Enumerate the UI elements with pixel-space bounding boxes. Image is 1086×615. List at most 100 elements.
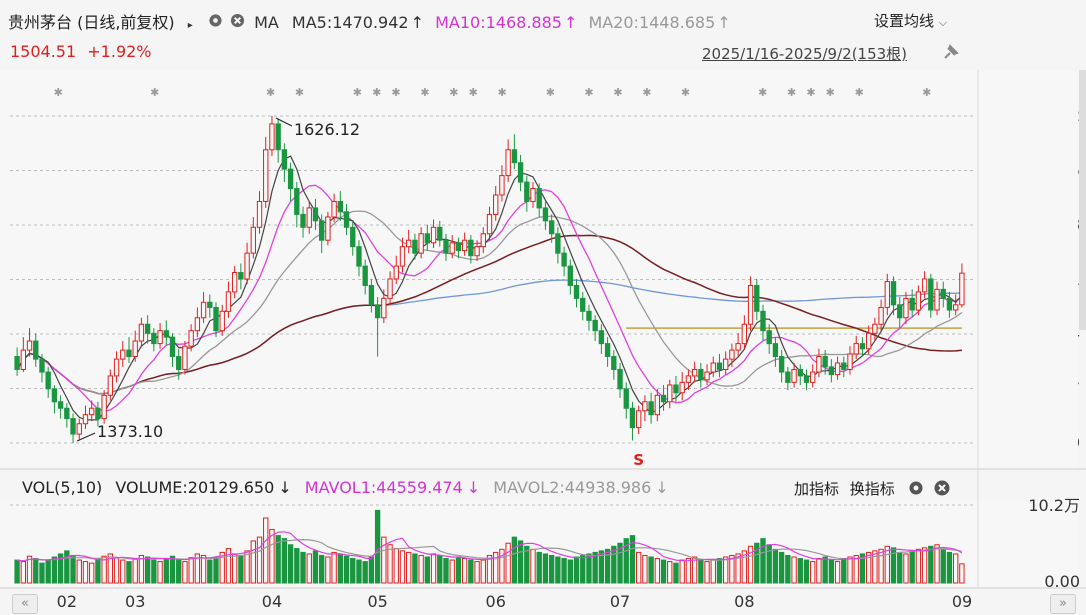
volume-bar xyxy=(200,554,207,584)
x-tick-label: 04 xyxy=(262,592,282,611)
candle-body xyxy=(126,349,132,358)
volume-bar xyxy=(176,559,182,584)
play-icon[interactable]: ▸ xyxy=(187,20,193,31)
volume-bar xyxy=(729,554,735,584)
candle-body xyxy=(897,304,903,319)
x-tick-label: 07 xyxy=(610,592,630,611)
volume-bar xyxy=(654,558,660,584)
volume-bar xyxy=(219,551,225,584)
indicator-name: MA xyxy=(254,13,279,32)
volume-bar xyxy=(157,561,163,584)
volume-bar xyxy=(263,517,269,584)
candle-body xyxy=(312,207,319,222)
candle-body xyxy=(679,381,685,394)
volume-bar xyxy=(26,555,33,584)
volume-bar xyxy=(101,555,107,584)
candle-body xyxy=(101,394,107,420)
scroll-left-icon[interactable]: « xyxy=(12,594,38,614)
candle-body xyxy=(82,414,89,425)
volume-bar xyxy=(461,558,468,584)
volume-bar xyxy=(685,558,692,584)
volume-bar xyxy=(598,550,605,584)
candle-body xyxy=(735,343,741,351)
close-icon[interactable] xyxy=(934,480,950,500)
volume-bar xyxy=(555,556,561,584)
candle-body xyxy=(921,278,928,293)
event-marker-icon: ✱ xyxy=(295,86,304,99)
volume-bar xyxy=(834,561,841,584)
candle-body xyxy=(387,278,393,299)
volume-bar xyxy=(418,554,424,584)
candle-body xyxy=(89,407,95,416)
candle-body xyxy=(337,200,343,213)
candle-body xyxy=(878,306,884,325)
volume-bar xyxy=(138,554,145,584)
volume-bar xyxy=(872,550,878,584)
scroll-right-icon[interactable]: » xyxy=(1050,594,1076,614)
candle-body xyxy=(163,330,169,338)
candle-body xyxy=(443,239,449,254)
volume-bar xyxy=(151,559,157,584)
event-marker-icon: ✱ xyxy=(758,86,767,99)
candle-body xyxy=(505,149,511,177)
gear-icon[interactable] xyxy=(908,480,924,500)
candle-body xyxy=(760,310,766,332)
candle-body xyxy=(567,265,573,286)
event-marker-icon: ✱ xyxy=(469,86,478,99)
volume-bar xyxy=(772,548,779,584)
volume-bar xyxy=(505,542,511,584)
x-tick-label: 09 xyxy=(952,592,972,611)
volume-bar xyxy=(617,542,623,584)
switch-indicator-button[interactable]: 换指标 xyxy=(849,480,895,498)
volume-bar xyxy=(163,558,169,584)
volume-bar xyxy=(213,556,219,584)
candle-body xyxy=(859,343,866,350)
volume-toolbar: 加指标 换指标 xyxy=(794,478,950,500)
volume-bar xyxy=(660,559,667,584)
pin-icon[interactable] xyxy=(941,42,961,64)
volume-bar xyxy=(611,545,617,584)
candle-body xyxy=(561,252,567,267)
volume-bar xyxy=(356,559,362,584)
x-tick-label: 08 xyxy=(734,592,754,611)
candle-body xyxy=(797,368,803,377)
ma-settings-button[interactable]: 设置均线 ⌵ xyxy=(874,10,947,31)
candle-body xyxy=(325,216,331,241)
candle-body xyxy=(598,330,605,345)
vertical-scrollbar[interactable] xyxy=(1079,70,1086,330)
candle-body xyxy=(499,175,505,196)
candle-body xyxy=(517,162,524,183)
volume-bar xyxy=(909,550,915,584)
volume-bar xyxy=(337,553,343,584)
candle-body xyxy=(418,233,424,254)
event-marker-icon: ✱ xyxy=(922,86,931,99)
volume-bar xyxy=(244,550,250,584)
add-indicator-button[interactable]: 加指标 xyxy=(794,480,840,498)
volume-bar xyxy=(847,556,853,584)
volume-bar xyxy=(430,553,437,584)
volume-bar xyxy=(312,550,319,584)
close-icon[interactable] xyxy=(230,13,245,32)
candle-body xyxy=(909,297,915,311)
volume-bar xyxy=(120,559,126,584)
candle-body xyxy=(772,343,779,358)
event-marker-icon: ✱ xyxy=(150,86,159,99)
volume-bar xyxy=(132,558,138,584)
volume-bar xyxy=(797,558,803,584)
volume-bar xyxy=(735,553,741,584)
x-tick-label: 02 xyxy=(57,592,77,611)
volume-tick-label: 0.00 xyxy=(1044,572,1080,591)
candle-body xyxy=(524,181,530,202)
volume-bar xyxy=(778,551,785,584)
volume-bar xyxy=(95,558,101,584)
event-marker-icon: ✱ xyxy=(353,86,362,99)
volume-bar xyxy=(250,540,256,584)
x-tick-label: 03 xyxy=(125,592,145,611)
candle-body xyxy=(853,343,859,355)
candle-body xyxy=(213,306,219,332)
low-label: 1373.10 xyxy=(97,422,163,441)
gear-icon[interactable] xyxy=(208,13,223,32)
candle-body xyxy=(132,340,138,358)
date-range[interactable]: 2025/1/16-2025/9/2(153根) xyxy=(702,45,908,63)
